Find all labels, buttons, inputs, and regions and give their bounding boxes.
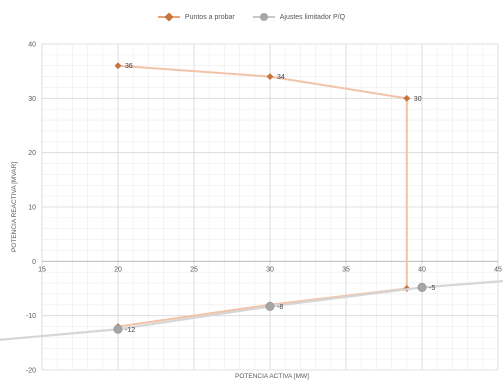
legend-swatch-ajustes	[252, 12, 275, 22]
series-line-0	[117, 64, 408, 328]
y-tick-label: 30	[28, 96, 36, 103]
y-axis-title: POTENCIA REACTIVA [MVAR]	[11, 162, 18, 252]
data-label: -5	[429, 285, 435, 292]
y-tick-label: 10	[28, 205, 36, 212]
series-1-marker	[265, 301, 275, 311]
data-label: 36	[125, 63, 133, 70]
series-1-marker	[417, 282, 427, 292]
x-tick-label: 20	[114, 266, 122, 273]
y-tick-label: -20	[26, 368, 36, 375]
series-0-marker	[403, 94, 411, 102]
x-axis-title: POTENCIA ACTIVA [MW]	[235, 373, 309, 380]
series-line-1	[0, 280, 503, 341]
legend: Puntos a probar Ajustes limitador P/Q	[0, 8, 503, 26]
axes: 15 20 25 30 35 40 45 -20 -10 0 10 20 30 40	[26, 42, 502, 375]
y-tick-label: 0	[32, 259, 36, 266]
series-layer	[0, 62, 503, 341]
x-tick-label: 25	[190, 266, 198, 273]
y-tick-label: 40	[28, 42, 36, 49]
series-0-marker	[266, 73, 274, 81]
series-0-marker	[114, 62, 122, 70]
x-tick-label: 35	[342, 266, 350, 273]
x-tick-label: 45	[494, 266, 502, 273]
legend-label-puntos: Puntos a probar	[184, 13, 235, 21]
data-label: 34	[277, 74, 285, 81]
data-label: -12	[125, 327, 135, 334]
data-label: 30	[414, 96, 422, 103]
x-tick-label: 30	[266, 266, 274, 273]
y-tick-label: -10	[26, 313, 36, 320]
x-tick-label: 40	[418, 266, 426, 273]
data-labels: 36 34 30 -12 -8 -5	[125, 63, 435, 334]
y-tick-label: 20	[28, 150, 36, 157]
legend-item-ajustes: Ajustes limitador P/Q	[252, 12, 346, 22]
series-1-marker	[113, 324, 123, 334]
x-tick-label: 15	[38, 266, 46, 273]
grid	[41, 43, 499, 371]
legend-swatch-puntos	[157, 12, 180, 22]
data-label: -8	[277, 304, 283, 311]
legend-item-puntos: Puntos a probar	[157, 12, 235, 22]
legend-label-ajustes: Ajustes limitador P/Q	[279, 13, 346, 21]
